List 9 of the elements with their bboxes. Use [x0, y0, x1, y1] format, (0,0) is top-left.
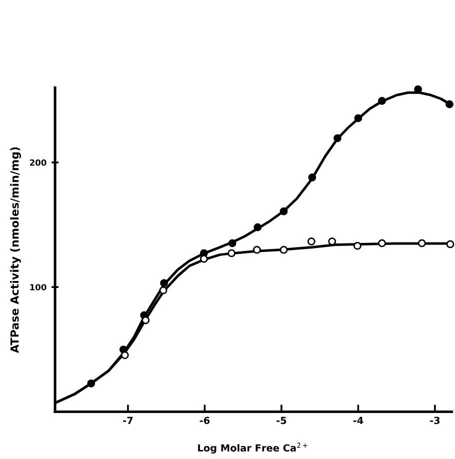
x-axis-title: Log Molar Free Ca$^{2+}$ [198, 442, 308, 454]
y-axis-title: ATPase Activity (nmoles/min/mg) [10, 147, 21, 353]
x-tick-label: -4 [353, 416, 364, 424]
y-tick-label: 200 [30, 159, 46, 166]
y-tick-label: 100 [30, 284, 46, 290]
x-tick-label: -5 [276, 416, 286, 424]
x-tick-label: -3 [430, 416, 440, 424]
x-tick-label: -6 [200, 416, 210, 424]
x-tick-label: -7 [123, 416, 133, 424]
